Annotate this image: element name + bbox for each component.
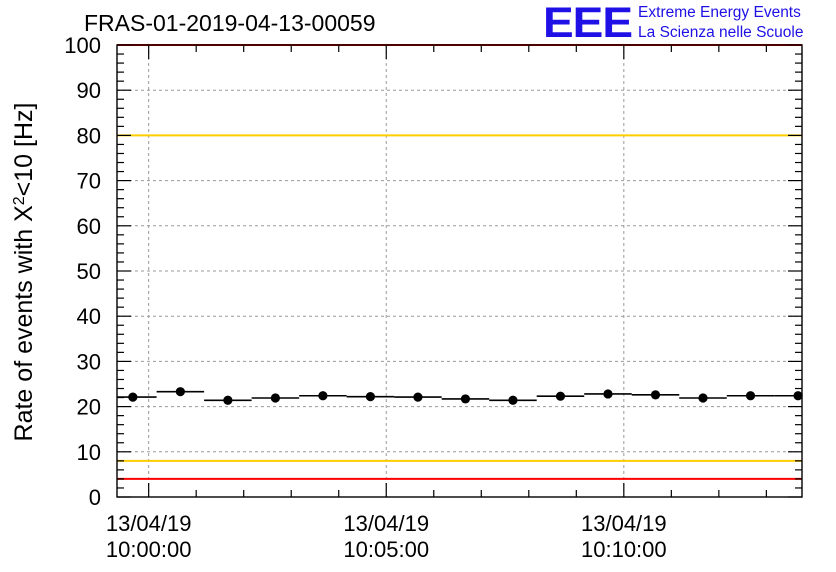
data-point xyxy=(270,393,280,403)
data-point xyxy=(365,392,376,402)
y-tick-label: 90 xyxy=(77,78,101,103)
y-axis-title-sup: 2 xyxy=(11,196,28,205)
y-axis-title: Rate of events with X2<10 [Hz] xyxy=(10,103,38,442)
y-tick-label: 60 xyxy=(77,214,101,239)
x-tick-label-date: 13/04/19 xyxy=(581,511,667,536)
data-point xyxy=(128,392,138,402)
plot-frame xyxy=(116,44,803,498)
data-point xyxy=(460,394,471,404)
data-point xyxy=(745,391,756,401)
y-axis-title-main: Rate of events with X xyxy=(10,205,38,442)
x-tick-label-date: 13/04/19 xyxy=(106,511,192,536)
eee-logo-text: Extreme Energy Events La Scienza nelle S… xyxy=(638,3,803,43)
chart-title: FRAS-01-2019-04-13-00059 xyxy=(84,10,376,36)
reference-lines xyxy=(117,44,802,480)
y-tick-label: 10 xyxy=(77,440,101,465)
logo-line-2: La Scienza nelle Scuole xyxy=(638,24,804,41)
y-tick-label: 30 xyxy=(77,349,101,374)
x-tick-label-time: 10:00:00 xyxy=(106,537,192,562)
data-points xyxy=(117,387,803,405)
y-tick-label: 100 xyxy=(64,33,101,58)
data-point xyxy=(650,390,661,400)
data-point xyxy=(508,395,518,405)
x-tick-label-time: 10:05:00 xyxy=(343,537,429,562)
y-tick-label: 0 xyxy=(89,485,101,510)
data-point xyxy=(413,392,423,402)
y-tick-label: 20 xyxy=(77,395,101,420)
y-tick-label: 80 xyxy=(77,123,101,148)
grid-layer xyxy=(117,45,802,497)
y-axis-title-tail: <10 [Hz] xyxy=(10,103,38,197)
y-tick-label: 70 xyxy=(77,169,101,194)
x-tick-label-date: 13/04/19 xyxy=(343,511,429,536)
data-point xyxy=(175,387,185,397)
logo-line-1: Extreme Energy Events xyxy=(638,4,801,21)
tick-labels: 010203040506070809010013/04/1910:00:0013… xyxy=(64,33,666,562)
eee-logo-letters: EEE xyxy=(543,0,633,47)
data-point xyxy=(555,391,566,401)
data-point xyxy=(318,391,328,401)
x-tick-label-time: 10:10:00 xyxy=(581,537,667,562)
eee-logo: EEE Extreme Energy Events La Scienza nel… xyxy=(543,0,804,48)
data-point xyxy=(793,391,803,401)
y-tick-label: 40 xyxy=(77,304,101,329)
y-tick-label: 50 xyxy=(77,259,101,284)
data-point xyxy=(698,393,708,403)
data-point xyxy=(603,389,613,399)
data-point xyxy=(223,395,233,405)
